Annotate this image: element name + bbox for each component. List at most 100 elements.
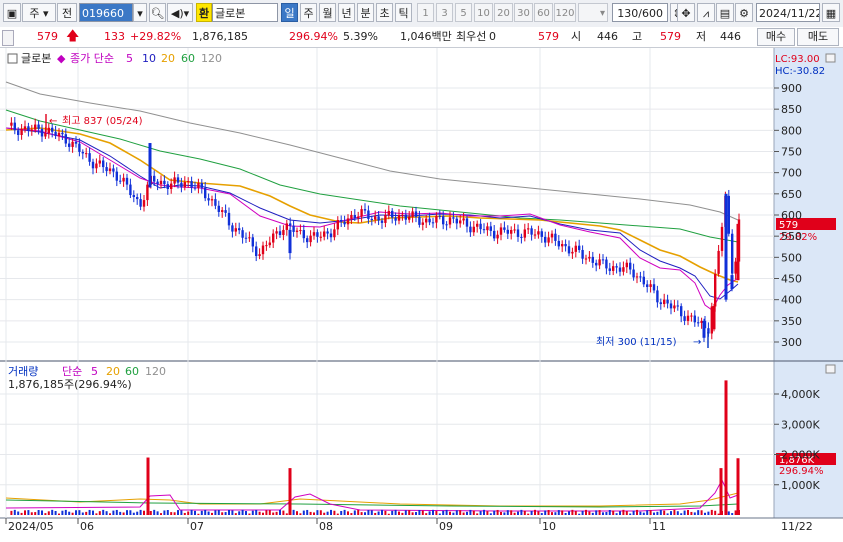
candle-body [544,236,547,243]
candle-body [357,216,360,219]
interval-1-button[interactable]: 1 [417,3,434,22]
stock-name-field[interactable]: 글로본 [212,3,278,22]
ma5-legend[interactable]: 5 [126,52,133,65]
vol-ma20-legend[interactable]: 20 [106,365,120,378]
candle-body [156,181,159,185]
volume-bar [228,510,230,515]
ma20-legend[interactable]: 20 [161,52,175,65]
gear-icon[interactable]: ⚙ [735,3,753,22]
chart-toolbar: ▣ 주 ▾ 전 019660 ▾ 🔍︎ ◀)▾ 환 글로본 일 주 월 년 분 … [0,0,843,28]
vol-ma5-legend[interactable]: 5 [91,365,98,378]
candle-body [384,215,387,223]
period-day-button[interactable]: 일 [281,3,298,22]
volume-bar [306,509,309,515]
axes-group: 900 850 800 750 700 650 600 550 500 450 400 350 300 4… [5,82,820,533]
candle-body [61,132,64,135]
vol-ma60-legend[interactable]: 60 [125,365,139,378]
candle-body [176,177,180,183]
volume-bar [343,509,346,515]
candle-body [119,180,122,182]
period-tick-button[interactable]: 틱 [395,3,412,22]
sound-icon[interactable]: ◀)▾ [167,3,193,22]
interval-custom-dropdown[interactable]: ▾ [578,3,608,22]
candle-body [183,182,186,188]
all-button[interactable]: 전 [57,3,77,22]
volume-bar [551,512,553,515]
volume-bar [404,510,407,515]
volume-bar [41,510,43,515]
candle-body [567,246,571,254]
volume-bar [489,513,492,515]
candle-body [51,127,54,132]
swap-button[interactable]: 환 [196,3,212,22]
volume-bar [432,509,434,515]
interval-120-button[interactable]: 120 [554,3,576,22]
candle-body [629,262,632,270]
period-minute-button[interactable]: 분 [357,3,374,22]
volume-bar [13,509,16,515]
candle-body [102,160,105,168]
ma120-legend[interactable]: 120 [201,52,222,65]
volume-bar [571,509,574,515]
interval-30-button[interactable]: 30 [514,3,533,22]
price-change-pct: +29.82% [130,30,182,43]
interval-3-button[interactable]: 3 [436,3,453,22]
candle-body [673,305,676,309]
volume-bar [493,510,496,515]
candle-body [40,128,44,137]
panel-menu-icon[interactable] [7,53,18,64]
market-dropdown[interactable]: 주 ▾ [22,3,56,22]
quote-toggle[interactable] [2,30,14,46]
candle-body [710,306,713,334]
date-field[interactable]: 2024/11/22 [756,3,820,22]
interval-60-button[interactable]: 60 [534,3,553,22]
vol-ma120-legend[interactable]: 120 [145,365,166,378]
interval-10-button[interactable]: 10 [474,3,493,22]
candle-body [159,180,163,185]
crosshair-icon[interactable]: ✥ [677,3,695,22]
period-second-button[interactable]: 초 [376,3,393,22]
candle-body [170,183,173,190]
volume-bar [707,511,710,515]
interval-5-button[interactable]: 5 [455,3,472,22]
candle-body [676,305,679,307]
candle-body [336,219,339,230]
period-year-button[interactable]: 년 [338,3,355,22]
interval-20-button[interactable]: 20 [494,3,513,22]
period-month-button[interactable]: 월 [319,3,336,22]
quote-bar: 579 🡅 133 +29.82% 1,876,185 296.94% 5.39… [0,27,843,48]
buy-button[interactable]: 매수 [757,28,795,46]
candle-body [472,226,475,233]
search-icon[interactable]: 🔍︎ [149,3,166,22]
chart-type-icon[interactable]: ⩘ [697,3,715,22]
calendar-icon[interactable]: ▦ [822,3,840,22]
candle-body [20,129,23,136]
candle-body [435,215,438,223]
candle-body [387,210,390,216]
candle-body [71,141,74,147]
panel-collapse-icon-top[interactable] [825,53,836,63]
volume-bar [591,512,594,515]
volume-bar [68,511,71,515]
candle-body [731,233,734,274]
code-dropdown-icon[interactable]: ▾ [133,3,147,22]
sell-button[interactable]: 매도 [797,28,839,46]
data-count-field[interactable]: 130/600 [612,3,668,22]
chart-menu-icon[interactable]: ▣ [3,3,21,22]
save-icon[interactable]: ▤ [716,3,734,22]
volume-bar [646,510,649,515]
volume-bar [411,512,414,515]
panel-collapse-icon[interactable] [825,364,836,374]
volume-bar [71,512,74,515]
period-week-button[interactable]: 주 [300,3,317,22]
stock-label: 글로본 [21,52,51,65]
candle-body [707,328,710,334]
ma60-legend[interactable]: 60 [181,52,195,65]
ma10-legend[interactable]: 10 [142,52,156,65]
candle-body [197,183,200,188]
volume-bar [98,511,101,515]
stock-code-input[interactable]: 019660 [79,3,133,22]
volume-bar [469,509,472,515]
candle-body [669,303,673,309]
candle-body [91,161,95,169]
